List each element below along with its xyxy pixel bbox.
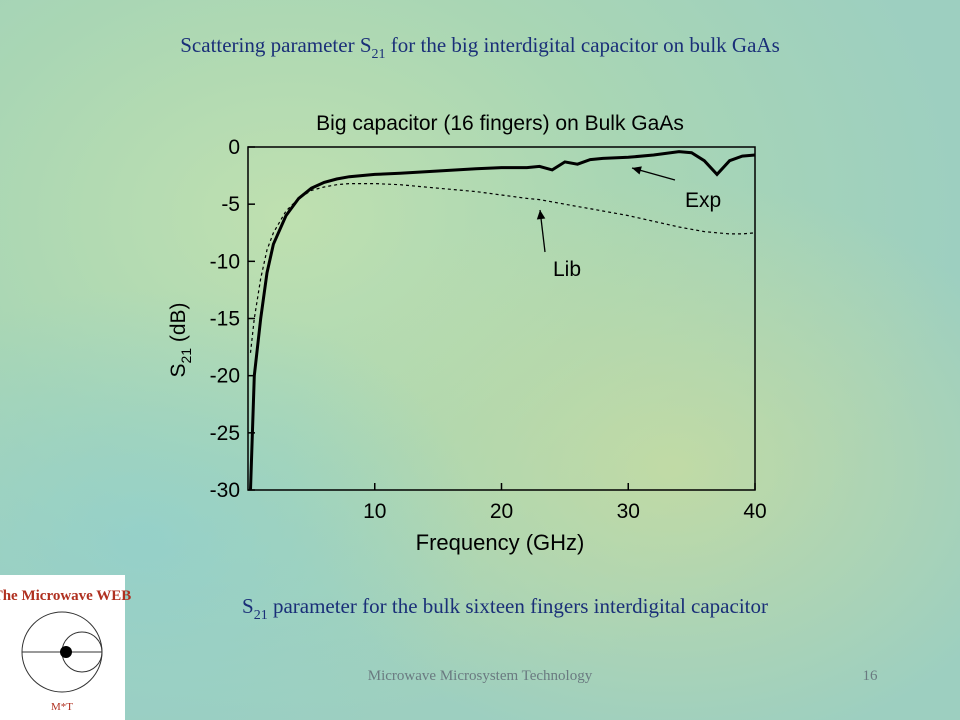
caption-text: parameter for the bulk sixteen fingers i… (268, 594, 768, 618)
y-tick-label: -5 (221, 193, 240, 216)
title-text: Scattering parameter S (180, 33, 371, 57)
series-label: Lib (553, 258, 581, 281)
y-tick-label: -10 (210, 250, 240, 273)
y-tick-label: 0 (228, 136, 240, 159)
caption-subscript: 21 (254, 608, 268, 623)
logo-title: The Microwave WEB (0, 588, 131, 604)
y-tick-label: -25 (210, 422, 240, 445)
annotation-arrowhead (536, 210, 546, 220)
x-tick-label: 20 (490, 500, 513, 523)
caption: S21 parameter for the bulk sixteen finge… (242, 594, 768, 623)
x-axis-label: Frequency (GHz) (416, 530, 585, 555)
logo-mark: M*T (51, 701, 73, 713)
title-text: for the big interdigital capacitor on bu… (386, 33, 780, 57)
y-label-text: (dB) (167, 302, 190, 348)
y-axis-label: S21 (dB) (167, 302, 194, 377)
y-tick-label: -15 (210, 308, 240, 331)
slide-title: Scattering parameter S21 for the big int… (180, 33, 780, 62)
y-tick-label: -30 (210, 479, 240, 502)
title-subscript: 21 (372, 47, 386, 62)
series-line (249, 150, 756, 491)
footer: Microwave Microsystem Technology (368, 668, 593, 684)
caption-text: S (242, 594, 254, 618)
x-tick-label: 10 (363, 500, 386, 523)
logo-spider (60, 646, 72, 658)
y-tick-label: -20 (210, 365, 240, 388)
series-label: Exp (685, 189, 721, 212)
x-tick-label: 40 (743, 500, 766, 523)
chart: Big capacitor (16 fingers) on Bulk GaAs … (167, 112, 767, 555)
page-number: 16 (863, 668, 879, 684)
x-tick-label: 30 (617, 500, 640, 523)
chart-title: Big capacitor (16 fingers) on Bulk GaAs (316, 112, 684, 135)
y-label-text: S (167, 364, 190, 378)
series-line (249, 183, 756, 353)
y-label-subscript: 21 (178, 348, 194, 364)
annotation-arrowhead (632, 166, 642, 175)
